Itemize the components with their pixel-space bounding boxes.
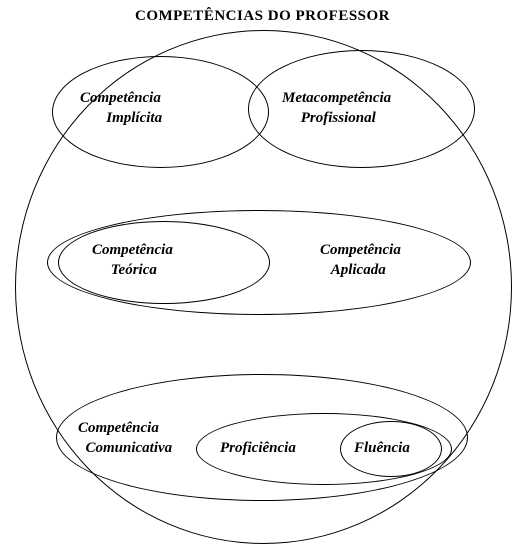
label-communicative: Competência Comunicativa	[78, 418, 172, 459]
label-metaprof: Metacompetência Profissional	[282, 88, 391, 129]
label-implicit: Competência Implícita	[80, 88, 162, 129]
diagram-canvas: COMPETÊNCIAS DO PROFESSOR Competência Im…	[0, 0, 525, 546]
label-applied: Competência Aplicada	[320, 240, 401, 281]
label-theoretical: Competência Teórica	[92, 240, 173, 281]
diagram-title: COMPETÊNCIAS DO PROFESSOR	[0, 8, 525, 25]
label-fluency: Fluência	[354, 438, 410, 458]
label-proficiency: Proficiência	[220, 438, 296, 458]
